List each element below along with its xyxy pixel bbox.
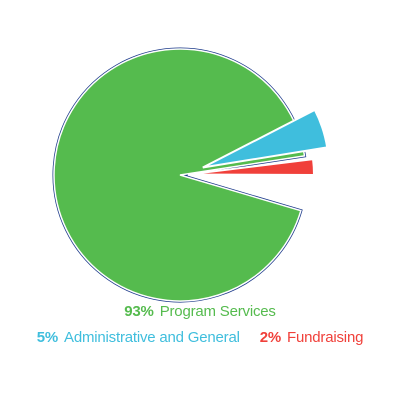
legend-label: Administrative and General bbox=[64, 329, 240, 346]
legend-percent: 93% bbox=[124, 303, 154, 320]
pie-slices bbox=[52, 47, 329, 303]
legend-entry-program-services: 93% Program Services bbox=[124, 303, 276, 320]
legend-label: Program Services bbox=[159, 303, 276, 320]
slice-program-services-fill bbox=[53, 48, 306, 302]
slice-fundraising bbox=[187, 158, 315, 176]
legend-entry-administrative-general: 5% Administrative and General bbox=[37, 329, 240, 346]
legend-percent: 2% bbox=[259, 329, 282, 346]
legend-entry-fundraising: 2% Fundraising bbox=[259, 329, 364, 346]
legend-percent: 5% bbox=[36, 329, 59, 346]
slice-administrative-and-general bbox=[202, 108, 329, 169]
legend-row-2: 5% Administrative and General 2% Fundraisi… bbox=[0, 329, 400, 346]
legend-row-1: 93% Program Services bbox=[0, 303, 400, 320]
legend-label: Fundraising bbox=[287, 329, 364, 346]
